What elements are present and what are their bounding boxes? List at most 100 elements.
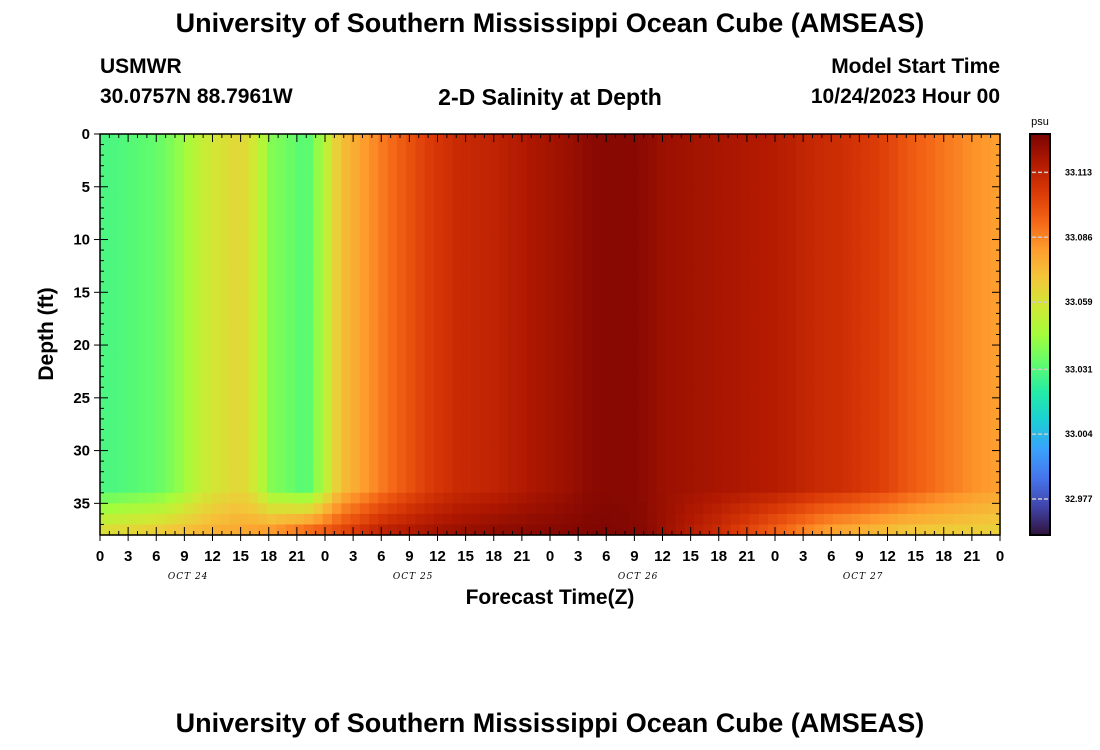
heatmap-cell — [944, 503, 955, 515]
heatmap-cell — [962, 323, 973, 336]
heatmap-cell — [285, 218, 296, 230]
heatmap-cell — [619, 376, 630, 388]
heatmap-cell — [768, 513, 778, 526]
heatmap-cell — [239, 376, 250, 388]
heatmap-cell — [962, 176, 973, 188]
heatmap-cell — [155, 260, 166, 272]
heatmap-cell — [851, 302, 862, 314]
heatmap-cell — [109, 513, 120, 526]
heatmap-cell — [508, 387, 519, 399]
heatmap-cell — [721, 482, 732, 494]
heatmap-cell — [378, 218, 389, 230]
heatmap-cell — [285, 186, 296, 198]
heatmap-cell — [665, 376, 676, 388]
heatmap-cell — [498, 387, 509, 399]
heatmap-cell — [220, 387, 231, 399]
heatmap-cell — [703, 450, 713, 462]
heatmap-cell — [610, 471, 621, 483]
heatmap-cell — [434, 228, 444, 241]
heatmap-cell — [545, 186, 556, 198]
heatmap-cell — [424, 260, 435, 272]
heatmap-cell — [545, 292, 556, 304]
heatmap-cell — [248, 503, 259, 515]
heatmap-cell — [953, 165, 964, 177]
heatmap-cell — [879, 281, 890, 293]
heatmap-cell — [183, 176, 194, 188]
heatmap-cell — [350, 186, 361, 198]
heatmap-cell — [712, 513, 723, 526]
heatmap-cell — [860, 461, 871, 473]
heatmap-cell — [573, 513, 584, 526]
heatmap-cell — [870, 503, 880, 515]
heatmap-cell — [638, 461, 649, 473]
heatmap-cell — [396, 197, 407, 209]
heatmap-cell — [471, 524, 482, 536]
x-tick-label: 18 — [710, 548, 727, 565]
heatmap-cell — [285, 197, 296, 209]
heatmap-cell — [183, 471, 194, 483]
heatmap-cell — [526, 450, 537, 462]
heatmap-cell — [665, 165, 676, 177]
heatmap-cell — [331, 524, 342, 536]
heatmap-cell — [916, 492, 927, 504]
heatmap-cell — [610, 323, 621, 336]
heatmap-cell — [953, 513, 964, 526]
heatmap-cell — [953, 471, 964, 483]
heatmap-cell — [127, 250, 138, 262]
heatmap-cell — [897, 228, 908, 241]
heatmap-cell — [962, 450, 973, 462]
heatmap-cell — [378, 176, 389, 188]
heatmap-cell — [860, 471, 871, 483]
heatmap-cell — [573, 440, 584, 452]
heatmap-cell — [879, 503, 890, 515]
heatmap-cell — [415, 440, 426, 452]
heatmap-cell — [953, 387, 964, 399]
heatmap-cell — [684, 524, 695, 536]
heatmap-cell — [554, 334, 565, 346]
heatmap-cell — [962, 366, 973, 378]
heatmap-cell — [229, 408, 240, 420]
heatmap-cell — [471, 218, 482, 230]
heatmap-cell — [536, 176, 546, 188]
heatmap-cell — [127, 334, 138, 346]
heatmap-cell — [331, 176, 342, 188]
heatmap-cell — [536, 334, 546, 346]
heatmap-cell — [387, 429, 398, 441]
heatmap-cell — [304, 471, 314, 483]
heatmap-cell — [183, 440, 194, 452]
heatmap-cell — [656, 418, 667, 431]
heatmap-cell — [610, 144, 621, 156]
heatmap-cell — [897, 524, 908, 536]
heatmap-cell — [749, 281, 760, 293]
heatmap-cell — [220, 260, 231, 272]
heatmap-cell — [248, 492, 259, 504]
heatmap-cell — [248, 144, 259, 156]
heatmap-cell — [897, 302, 908, 314]
heatmap-cell — [248, 376, 259, 388]
heatmap-cell — [935, 492, 945, 504]
heatmap-cell — [795, 228, 806, 241]
heatmap-cell — [434, 345, 444, 357]
heatmap-cell — [814, 492, 825, 504]
heatmap-cell — [740, 387, 751, 399]
heatmap-cell — [684, 471, 695, 483]
heatmap-cell — [452, 250, 463, 262]
heatmap-cell — [638, 397, 649, 409]
heatmap-cell — [693, 524, 704, 536]
heatmap-cell — [100, 418, 110, 431]
heatmap-cell — [276, 218, 287, 230]
heatmap-cell — [888, 440, 899, 452]
heatmap-cell — [536, 429, 546, 441]
heatmap-cell — [174, 207, 185, 220]
heatmap-cell — [359, 376, 370, 388]
heatmap-cell — [471, 323, 482, 336]
heatmap-cell — [786, 292, 797, 304]
heatmap-cell — [675, 471, 686, 483]
heatmap-cell — [396, 387, 407, 399]
heatmap-cell — [944, 397, 955, 409]
heatmap-cell — [628, 134, 639, 146]
heatmap-cell — [267, 134, 277, 146]
heatmap-cell — [749, 302, 760, 314]
heatmap-cell — [146, 429, 157, 441]
heatmap-cell — [638, 165, 649, 177]
